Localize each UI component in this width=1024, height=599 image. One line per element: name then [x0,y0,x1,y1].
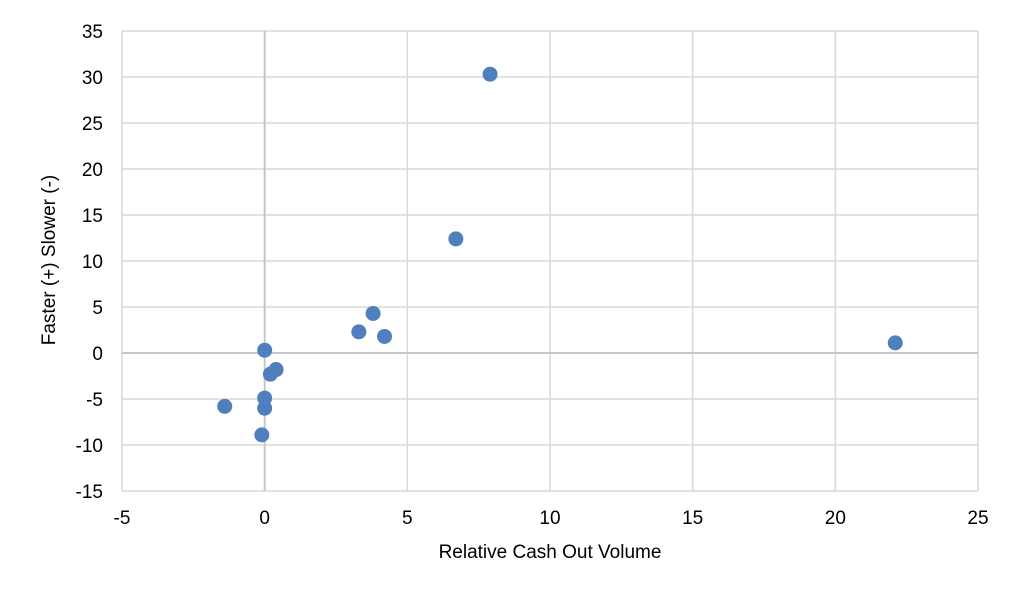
y-tick-label: -10 [76,436,103,457]
data-points [217,66,903,443]
y-tick-label: -5 [86,390,103,411]
y-tick-label: 0 [92,344,103,365]
x-tick-label: 10 [539,508,560,529]
y-tick-label: 30 [82,68,103,89]
x-tick-label: -5 [114,508,131,529]
data-point [377,328,393,344]
y-tick-label: 10 [82,252,103,273]
data-point [448,231,464,247]
data-point [365,305,381,321]
data-point [217,398,233,414]
data-point [262,366,278,382]
x-axis-title: Relative Cash Out Volume [439,542,662,563]
data-point [482,66,498,82]
data-point [887,335,903,351]
x-tick-label: 5 [402,508,413,529]
x-tick-label: 25 [967,508,988,529]
gridlines [121,30,979,492]
data-point [254,427,270,443]
data-point [257,400,273,416]
data-point [351,324,367,340]
x-tick-label: 20 [825,508,846,529]
y-tick-label: 5 [92,298,103,319]
y-axis-title: Faster (+) Slower (-) [39,175,60,346]
y-tick-label: 15 [82,206,103,227]
x-tick-label: 0 [259,508,270,529]
tick-labels: -5 0 5 10 15 20 25 -15 -10 -5 0 5 10 15 20 25 30 35 [76,22,989,529]
y-tick-label: -15 [76,482,103,503]
y-tick-label: 25 [82,114,103,135]
y-tick-label: 35 [82,22,103,43]
y-tick-label: 20 [82,160,103,181]
x-tick-label: 15 [682,508,703,529]
data-point [257,342,273,358]
